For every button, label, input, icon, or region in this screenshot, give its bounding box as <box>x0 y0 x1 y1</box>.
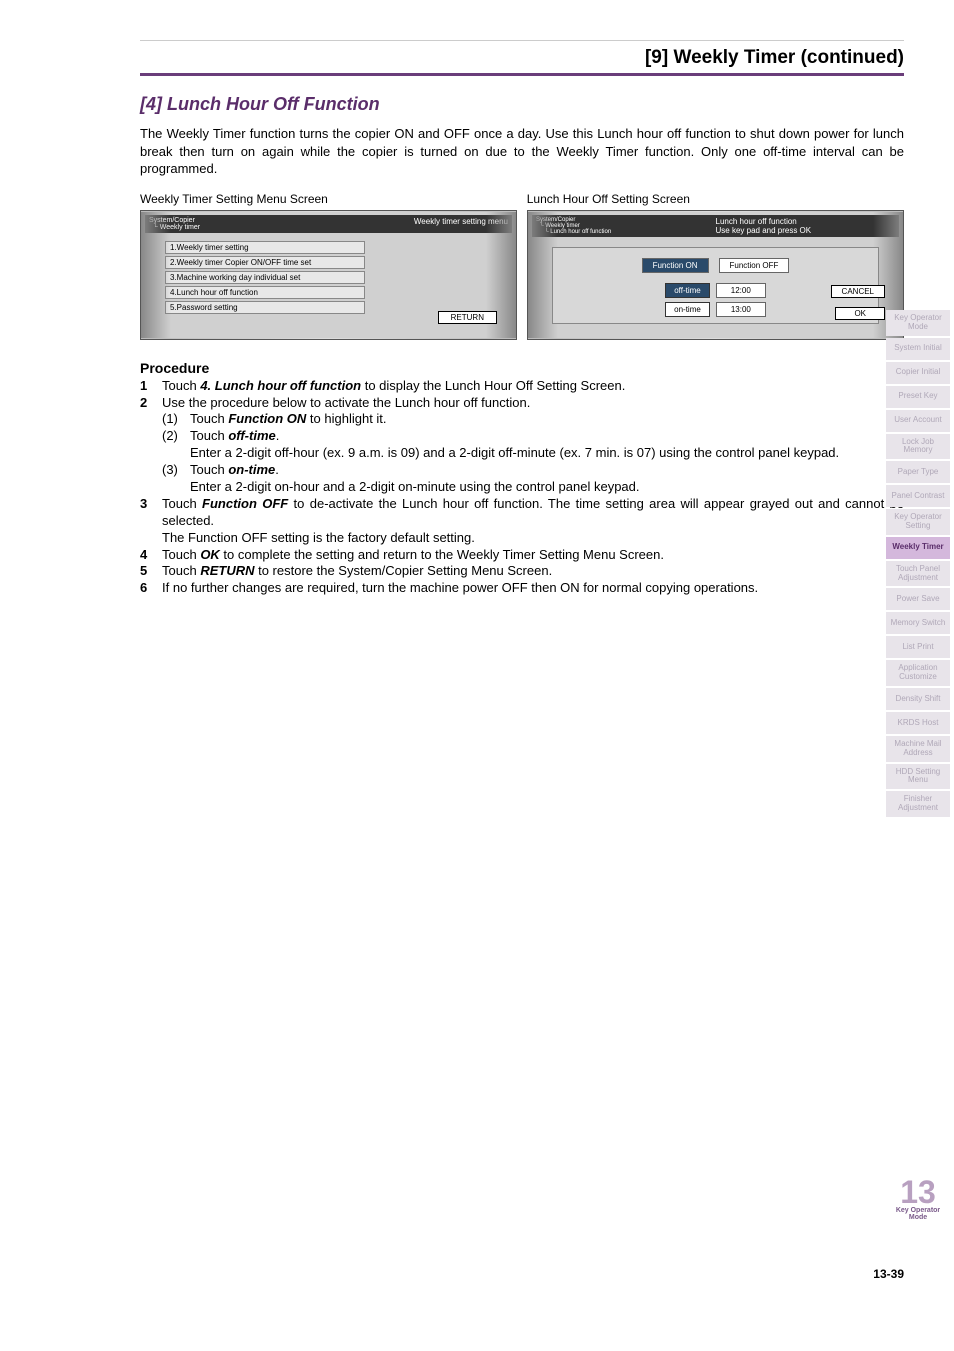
side-power-save: Power Save <box>886 588 950 610</box>
step-5: Touch RETURN to restore the System/Copie… <box>162 563 904 580</box>
weekly-timer-menu-screenshot: System/Copier └ Weekly timer Weekly time… <box>140 210 517 340</box>
sidebar-nav: Key Operator Mode System Initial Copier … <box>886 310 950 817</box>
chapter-badge: 13 Key Operator Mode <box>886 1178 950 1221</box>
side-krds-host: KRDS Host <box>886 712 950 734</box>
ok-button: OK <box>835 307 885 320</box>
step-1: Touch 4. Lunch hour off function to disp… <box>162 378 904 395</box>
subsection-heading: [4] Lunch Hour Off Function <box>140 94 904 115</box>
right-crumb: System/Copier └ Weekly timer └ Lunch hou… <box>536 217 716 235</box>
function-off-button: Function OFF <box>719 258 790 273</box>
function-on-button: Function ON <box>642 258 709 273</box>
side-hdd-setting-menu: HDD Setting Menu <box>886 764 950 790</box>
step-2-3b: Enter a 2-digit on-hour and a 2-digit on… <box>190 479 904 496</box>
left-screen-label: Weekly Timer Setting Menu Screen <box>140 192 507 206</box>
side-machine-mail-address: Machine Mail Address <box>886 736 950 762</box>
step-2-2b: Enter a 2-digit off-hour (ex. 9 a.m. is … <box>190 445 904 462</box>
menu-item-3: 3.Machine working day individual set <box>165 271 365 284</box>
menu-item-1: 1.Weekly timer setting <box>165 241 365 254</box>
menu-item-5: 5.Password setting <box>165 301 365 314</box>
procedure-list: 1Touch 4. Lunch hour off function to dis… <box>140 378 904 412</box>
side-finisher-adjustment: Finisher Adjustment <box>886 791 950 817</box>
off-time-value: 12:00 <box>716 283 766 298</box>
off-time-label: off-time <box>665 283 710 298</box>
side-key-operator-setting: Key Operator Setting <box>886 509 950 535</box>
side-paper-type: Paper Type <box>886 461 950 483</box>
intro-paragraph: The Weekly Timer function turns the copi… <box>140 125 904 178</box>
side-density-shift: Density Shift <box>886 688 950 710</box>
menu-item-2: 2.Weekly timer Copier ON/OFF time set <box>165 256 365 269</box>
side-list-print: List Print <box>886 636 950 658</box>
right-header-title1: Lunch hour off function <box>716 217 896 226</box>
on-time-label: on-time <box>665 302 710 317</box>
right-header-title2: Use key pad and press OK <box>716 226 896 235</box>
section-title: [9] Weekly Timer (continued) <box>645 47 904 68</box>
side-user-account: User Account <box>886 410 950 432</box>
step-2-2: Touch off-time. <box>190 428 904 445</box>
chapter-label-2: Mode <box>886 1214 950 1221</box>
menu-item-4: 4.Lunch hour off function <box>165 286 365 299</box>
side-lock-job-memory: Lock Job Memory <box>886 434 950 460</box>
on-time-value: 13:00 <box>716 302 766 317</box>
side-memory-switch: Memory Switch <box>886 612 950 634</box>
step-2: Use the procedure below to activate the … <box>162 395 904 412</box>
lunch-hour-off-screenshot: System/Copier └ Weekly timer └ Lunch hou… <box>527 210 904 340</box>
step-4: Touch OK to complete the setting and ret… <box>162 547 904 564</box>
left-crumb: System/Copier └ Weekly timer <box>149 217 329 231</box>
chapter-number: 13 <box>886 1178 950 1207</box>
step-2-1: Touch Function ON to highlight it. <box>190 411 904 428</box>
side-preset-key: Preset Key <box>886 386 950 408</box>
step-3: Touch Function OFF to de-activate the Lu… <box>162 496 904 530</box>
side-copier-initial: Copier Initial <box>886 362 950 384</box>
right-screen-label: Lunch Hour Off Setting Screen <box>507 192 904 206</box>
page-number: 13-39 <box>873 1267 904 1281</box>
section-title-bar: [9] Weekly Timer (continued) <box>140 40 904 76</box>
cancel-button: CANCEL <box>831 285 885 298</box>
step-2-3: Touch on-time. <box>190 462 904 479</box>
procedure-heading: Procedure <box>140 360 904 376</box>
step-6: If no further changes are required, turn… <box>162 580 904 597</box>
side-key-operator-mode: Key Operator Mode <box>886 310 950 336</box>
side-system-initial: System Initial <box>886 338 950 360</box>
side-panel-contrast: Panel Contrast <box>886 485 950 507</box>
step-3b: The Function OFF setting is the factory … <box>162 530 904 547</box>
side-weekly-timer: Weekly Timer <box>886 537 950 559</box>
left-header-title: Weekly timer setting menu <box>329 217 509 231</box>
side-application-customize: Application Customize <box>886 660 950 686</box>
side-touch-panel-adjustment: Touch Panel Adjustment <box>886 561 950 587</box>
return-button: RETURN <box>438 311 497 324</box>
